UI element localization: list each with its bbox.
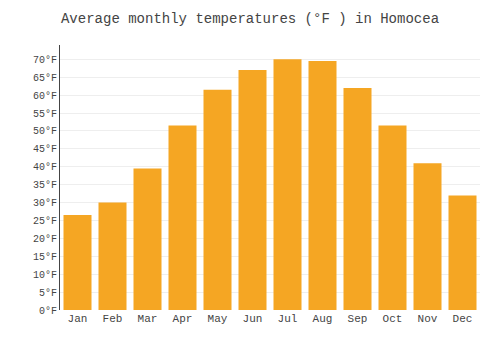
svg-text:40°F: 40°F bbox=[33, 162, 57, 173]
svg-text:May: May bbox=[208, 313, 228, 325]
svg-text:Sep: Sep bbox=[348, 313, 368, 325]
svg-text:20°F: 20°F bbox=[33, 234, 57, 245]
svg-text:55°F: 55°F bbox=[33, 109, 57, 120]
svg-text:30°F: 30°F bbox=[33, 198, 57, 209]
svg-text:25°F: 25°F bbox=[33, 216, 57, 227]
svg-text:15°F: 15°F bbox=[33, 252, 57, 263]
svg-text:60°F: 60°F bbox=[33, 91, 57, 102]
svg-text:50°F: 50°F bbox=[33, 126, 57, 137]
svg-text:Dec: Dec bbox=[453, 313, 473, 325]
svg-text:Aug: Aug bbox=[313, 313, 333, 325]
svg-text:35°F: 35°F bbox=[33, 180, 57, 191]
svg-text:Jan: Jan bbox=[68, 313, 88, 325]
svg-text:70°F: 70°F bbox=[33, 55, 57, 66]
svg-text:Oct: Oct bbox=[383, 313, 403, 325]
svg-text:Jun: Jun bbox=[243, 313, 263, 325]
svg-text:Apr: Apr bbox=[173, 313, 193, 325]
svg-text:Nov: Nov bbox=[418, 313, 438, 325]
svg-text:Jul: Jul bbox=[278, 313, 298, 325]
svg-text:45°F: 45°F bbox=[33, 144, 57, 155]
svg-text:65°F: 65°F bbox=[33, 73, 57, 84]
svg-text:5°F: 5°F bbox=[39, 288, 57, 299]
svg-text:10°F: 10°F bbox=[33, 270, 57, 281]
svg-text:Average monthly temperatures (: Average monthly temperatures (°F ) in Ho… bbox=[61, 11, 439, 27]
svg-text:0°F: 0°F bbox=[39, 306, 57, 317]
svg-text:Feb: Feb bbox=[103, 313, 123, 325]
svg-text:Mar: Mar bbox=[138, 313, 158, 325]
